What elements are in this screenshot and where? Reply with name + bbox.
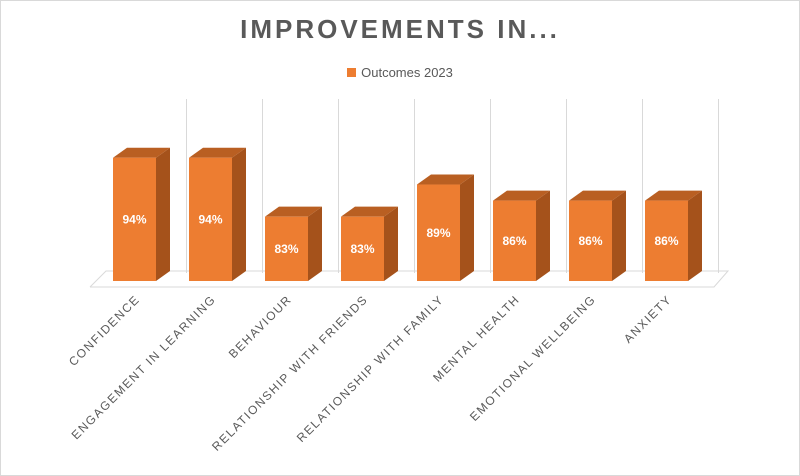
bar-front — [113, 157, 156, 281]
bar-side — [536, 190, 550, 281]
category-label: RELATIONSHIP WITH FAMILY — [294, 292, 447, 445]
bar-front — [493, 200, 536, 281]
category-label: BEHAVIOUR — [226, 292, 295, 361]
bar-side — [688, 190, 702, 281]
bar-top — [569, 190, 626, 201]
bar-top — [265, 206, 322, 217]
bar-top — [341, 206, 398, 217]
category-label: ENGAGEMENT IN LEARNING — [69, 292, 219, 442]
category-label: RELATIONSHIP WITH FRIENDS — [209, 292, 371, 454]
bar-top — [113, 147, 170, 158]
bar-front — [645, 200, 688, 281]
data-label: 83% — [274, 242, 298, 256]
bar-side — [232, 147, 246, 281]
bar-side — [308, 206, 322, 281]
bar-side — [156, 147, 170, 281]
bar — [569, 190, 626, 281]
bar — [113, 147, 170, 281]
bar-side — [612, 190, 626, 281]
data-label: 89% — [426, 226, 450, 240]
bar-front — [569, 200, 612, 281]
data-label: 83% — [350, 242, 374, 256]
bar-top — [189, 147, 246, 158]
bar-front — [417, 184, 460, 281]
category-label: MENTAL HEALTH — [430, 292, 522, 384]
bar-side — [384, 206, 398, 281]
category-label: EMOTIONAL WELLBEING — [467, 292, 599, 424]
chart-floor — [89, 270, 730, 288]
bar-top — [417, 174, 474, 185]
bar — [645, 190, 702, 281]
bar — [417, 174, 474, 281]
data-label: 86% — [654, 234, 678, 248]
bar — [265, 206, 322, 281]
data-label: 86% — [578, 234, 602, 248]
category-label: CONFIDENCE — [66, 292, 143, 369]
data-label: 94% — [122, 212, 146, 226]
bar-front — [265, 216, 308, 281]
legend-swatch — [347, 68, 357, 77]
category-label: ANXIETY — [621, 292, 675, 346]
data-label: 94% — [198, 212, 222, 226]
bar-front — [341, 216, 384, 281]
legend-label: Outcomes 2023 — [361, 65, 453, 80]
bar — [341, 206, 398, 281]
chart-title: IMPROVEMENTS IN... — [240, 14, 560, 44]
data-label: 86% — [502, 234, 526, 248]
bar-side — [460, 174, 474, 281]
legend: Outcomes 2023 — [0, 65, 800, 80]
bar — [493, 190, 550, 281]
bar-top — [645, 190, 702, 201]
bar-top — [493, 190, 550, 201]
bar — [189, 147, 246, 281]
bar-front — [189, 157, 232, 281]
